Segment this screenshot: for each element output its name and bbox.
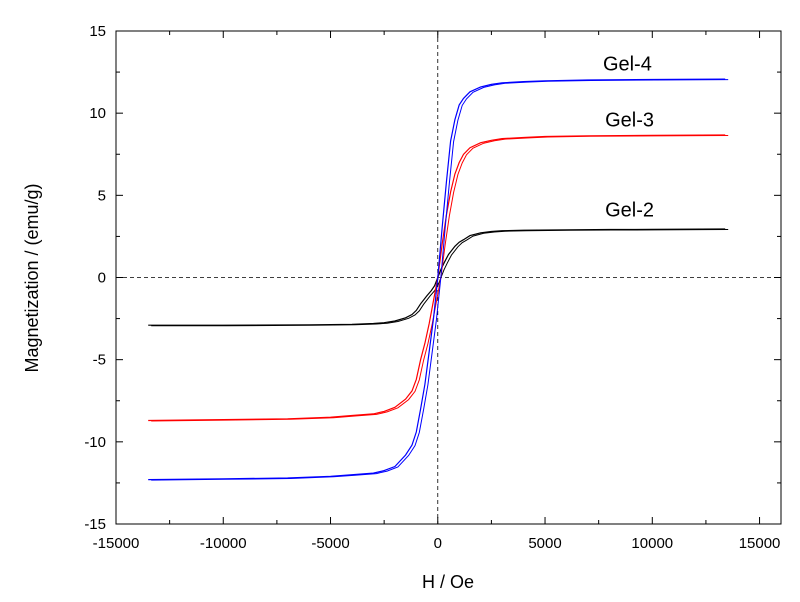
series-branch-gel-4 <box>151 79 729 481</box>
y-tick-label: 5 <box>98 187 106 204</box>
y-tick-label: -10 <box>84 434 106 451</box>
zero-reference-lines <box>116 31 781 524</box>
series-label-gel-3: Gel-3 <box>605 109 654 131</box>
x-tick-label: -5000 <box>311 535 349 552</box>
x-tick-label: 15000 <box>739 535 781 552</box>
series-line-gel-3 <box>148 134 726 422</box>
axis-ticks: -15000 -10000 -5000 0 5000 10000 15000 -15 -10 -5… <box>84 23 781 552</box>
y-tick-label: 10 <box>89 105 106 122</box>
series-line-gel-4 <box>148 78 726 481</box>
y-axis-title: Magnetization / (emu/g) <box>22 183 42 372</box>
x-tick-label: 10000 <box>631 535 673 552</box>
x-tick-label: 5000 <box>528 535 561 552</box>
series-layer <box>148 78 729 481</box>
y-tick-label: 0 <box>98 270 106 287</box>
x-tick-label: 0 <box>434 535 442 552</box>
series-branch-gel-3 <box>151 135 729 422</box>
y-tick-label: -15 <box>84 516 106 533</box>
series-label-gel-2: Gel-2 <box>605 200 654 222</box>
x-tick-label: -10000 <box>200 535 247 552</box>
series-labels: Gel-2 Gel-3 Gel-4 <box>603 53 654 221</box>
x-tick-label: -15000 <box>93 535 140 552</box>
series-branch-gel-2 <box>151 229 729 327</box>
series-line-gel-2 <box>148 228 726 326</box>
y-tick-label: 15 <box>89 23 106 40</box>
series-label-gel-4: Gel-4 <box>603 53 652 75</box>
x-axis-title: H / Oe <box>422 572 474 592</box>
y-tick-label: -5 <box>93 352 106 369</box>
